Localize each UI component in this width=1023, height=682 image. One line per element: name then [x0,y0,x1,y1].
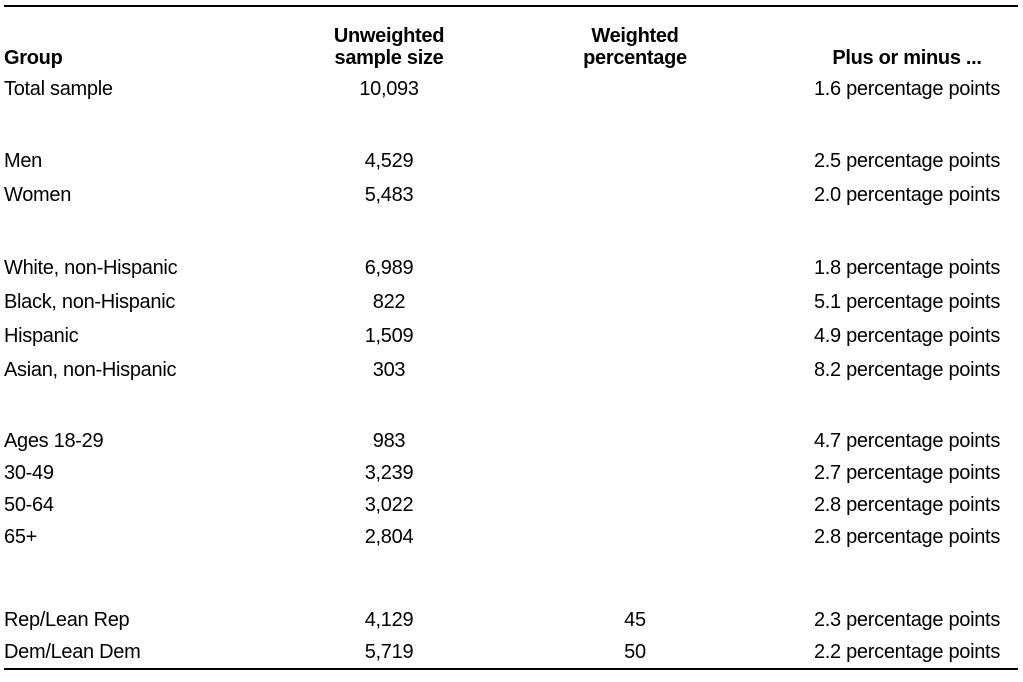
cell-margin-of-error: 2.2 percentage points [813,641,1001,663]
table-row: Men 4,529 2.5 percentage points [4,144,1018,178]
cell-margin-of-error: 1.8 percentage points [813,256,1001,279]
spacer-row [4,106,1018,144]
cell-unweighted-sample-size: 5,719 [364,641,414,663]
spacer-row [4,387,1018,425]
column-header-weighted-percentage: Weighted percentage [583,25,687,69]
table-row: Women 5,483 2.0 percentage points [4,178,1018,212]
table-row: Asian, non-Hispanic 303 8.2 percentage p… [4,353,1018,387]
cell-weighted-percentage [474,521,796,553]
cell-unweighted-sample-size: 2,804 [364,525,414,548]
cell-weighted-percentage [474,319,796,353]
cell-weighted-percentage [474,144,796,178]
cell-margin-of-error: 4.9 percentage points [813,324,1001,347]
table-row: 50-64 3,022 2.8 percentage points [4,489,1018,521]
table-row: Ages 18-29 983 4.7 percentage points [4,425,1018,457]
cell-group: 65+ [4,525,38,548]
table-row: 65+ 2,804 2.8 percentage points [4,521,1018,553]
table-row: Hispanic 1,509 4.9 percentage points [4,319,1018,353]
column-header-plus-or-minus: Plus or minus ... [832,47,982,69]
cell-margin-of-error: 2.3 percentage points [813,608,1001,631]
table-row: Dem/Lean Dem 5,719 50 2.2 percentage poi… [4,637,1018,669]
cell-margin-of-error: 2.8 percentage points [813,493,1001,516]
cell-margin-of-error: 2.8 percentage points [813,525,1001,548]
cell-weighted-percentage: 45 [624,608,646,631]
cell-weighted-percentage [474,489,796,521]
cell-unweighted-sample-size: 3,239 [364,461,414,484]
cell-margin-of-error: 1.6 percentage points [813,77,1001,100]
cell-group: Ages 18-29 [4,429,104,452]
cell-group: Total sample [4,77,113,100]
table-row: 30-49 3,239 2.7 percentage points [4,457,1018,489]
table-row: White, non-Hispanic 6,989 1.8 percentage… [4,251,1018,285]
table-row: Rep/Lean Rep 4,129 45 2.3 percentage poi… [4,603,1018,637]
cell-unweighted-sample-size: 303 [372,358,406,381]
cell-margin-of-error: 2.7 percentage points [813,461,1001,484]
cell-group: Asian, non-Hispanic [4,358,177,381]
cell-unweighted-sample-size: 5,483 [364,183,414,206]
cell-unweighted-sample-size: 10,093 [359,77,419,100]
cell-weighted-percentage [474,251,796,285]
cell-weighted-percentage: 50 [624,641,646,663]
cell-group: Women [4,183,72,206]
spacer-row [4,553,1018,603]
spacer-row [4,212,1018,251]
cell-margin-of-error: 4.7 percentage points [813,429,1001,452]
cell-group: Rep/Lean Rep [4,608,130,631]
table-row: Total sample 10,093 1.6 percentage point… [4,72,1018,106]
column-header-group: Group [4,47,63,69]
cell-weighted-percentage [474,178,796,212]
cell-unweighted-sample-size: 822 [372,290,406,313]
cell-group: 30-49 [4,461,54,484]
cell-margin-of-error: 8.2 percentage points [813,358,1001,381]
cell-margin-of-error: 5.1 percentage points [813,290,1001,313]
cell-unweighted-sample-size: 3,022 [364,493,414,516]
cell-weighted-percentage [474,72,796,106]
column-header-unweighted-sample-size: Unweighted sample size [333,25,445,69]
cell-margin-of-error: 2.5 percentage points [813,149,1001,172]
table-body: Total sample 10,093 1.6 percentage point… [4,72,1018,669]
table-row: Black, non-Hispanic 822 5.1 percentage p… [4,285,1018,319]
cell-weighted-percentage [474,457,796,489]
cell-unweighted-sample-size: 1,509 [364,324,414,347]
table-header: Group Unweighted sample size Weighted pe… [4,6,1018,72]
cell-group: White, non-Hispanic [4,256,178,279]
cell-group: Black, non-Hispanic [4,290,176,313]
cell-unweighted-sample-size: 6,989 [364,256,414,279]
cell-weighted-percentage [474,353,796,387]
header-row: Group Unweighted sample size Weighted pe… [4,6,1018,72]
cell-unweighted-sample-size: 4,529 [364,149,414,172]
cell-group: Hispanic [4,324,79,347]
cell-margin-of-error: 2.0 percentage points [813,183,1001,206]
cell-group: 50-64 [4,493,54,516]
cell-weighted-percentage [474,285,796,319]
cell-group: Dem/Lean Dem [4,641,141,663]
cell-unweighted-sample-size: 4,129 [364,608,414,631]
cell-unweighted-sample-size: 983 [372,429,406,452]
cell-group: Men [4,149,43,172]
sample-size-table: Group Unweighted sample size Weighted pe… [4,5,1018,670]
cell-weighted-percentage [474,425,796,457]
